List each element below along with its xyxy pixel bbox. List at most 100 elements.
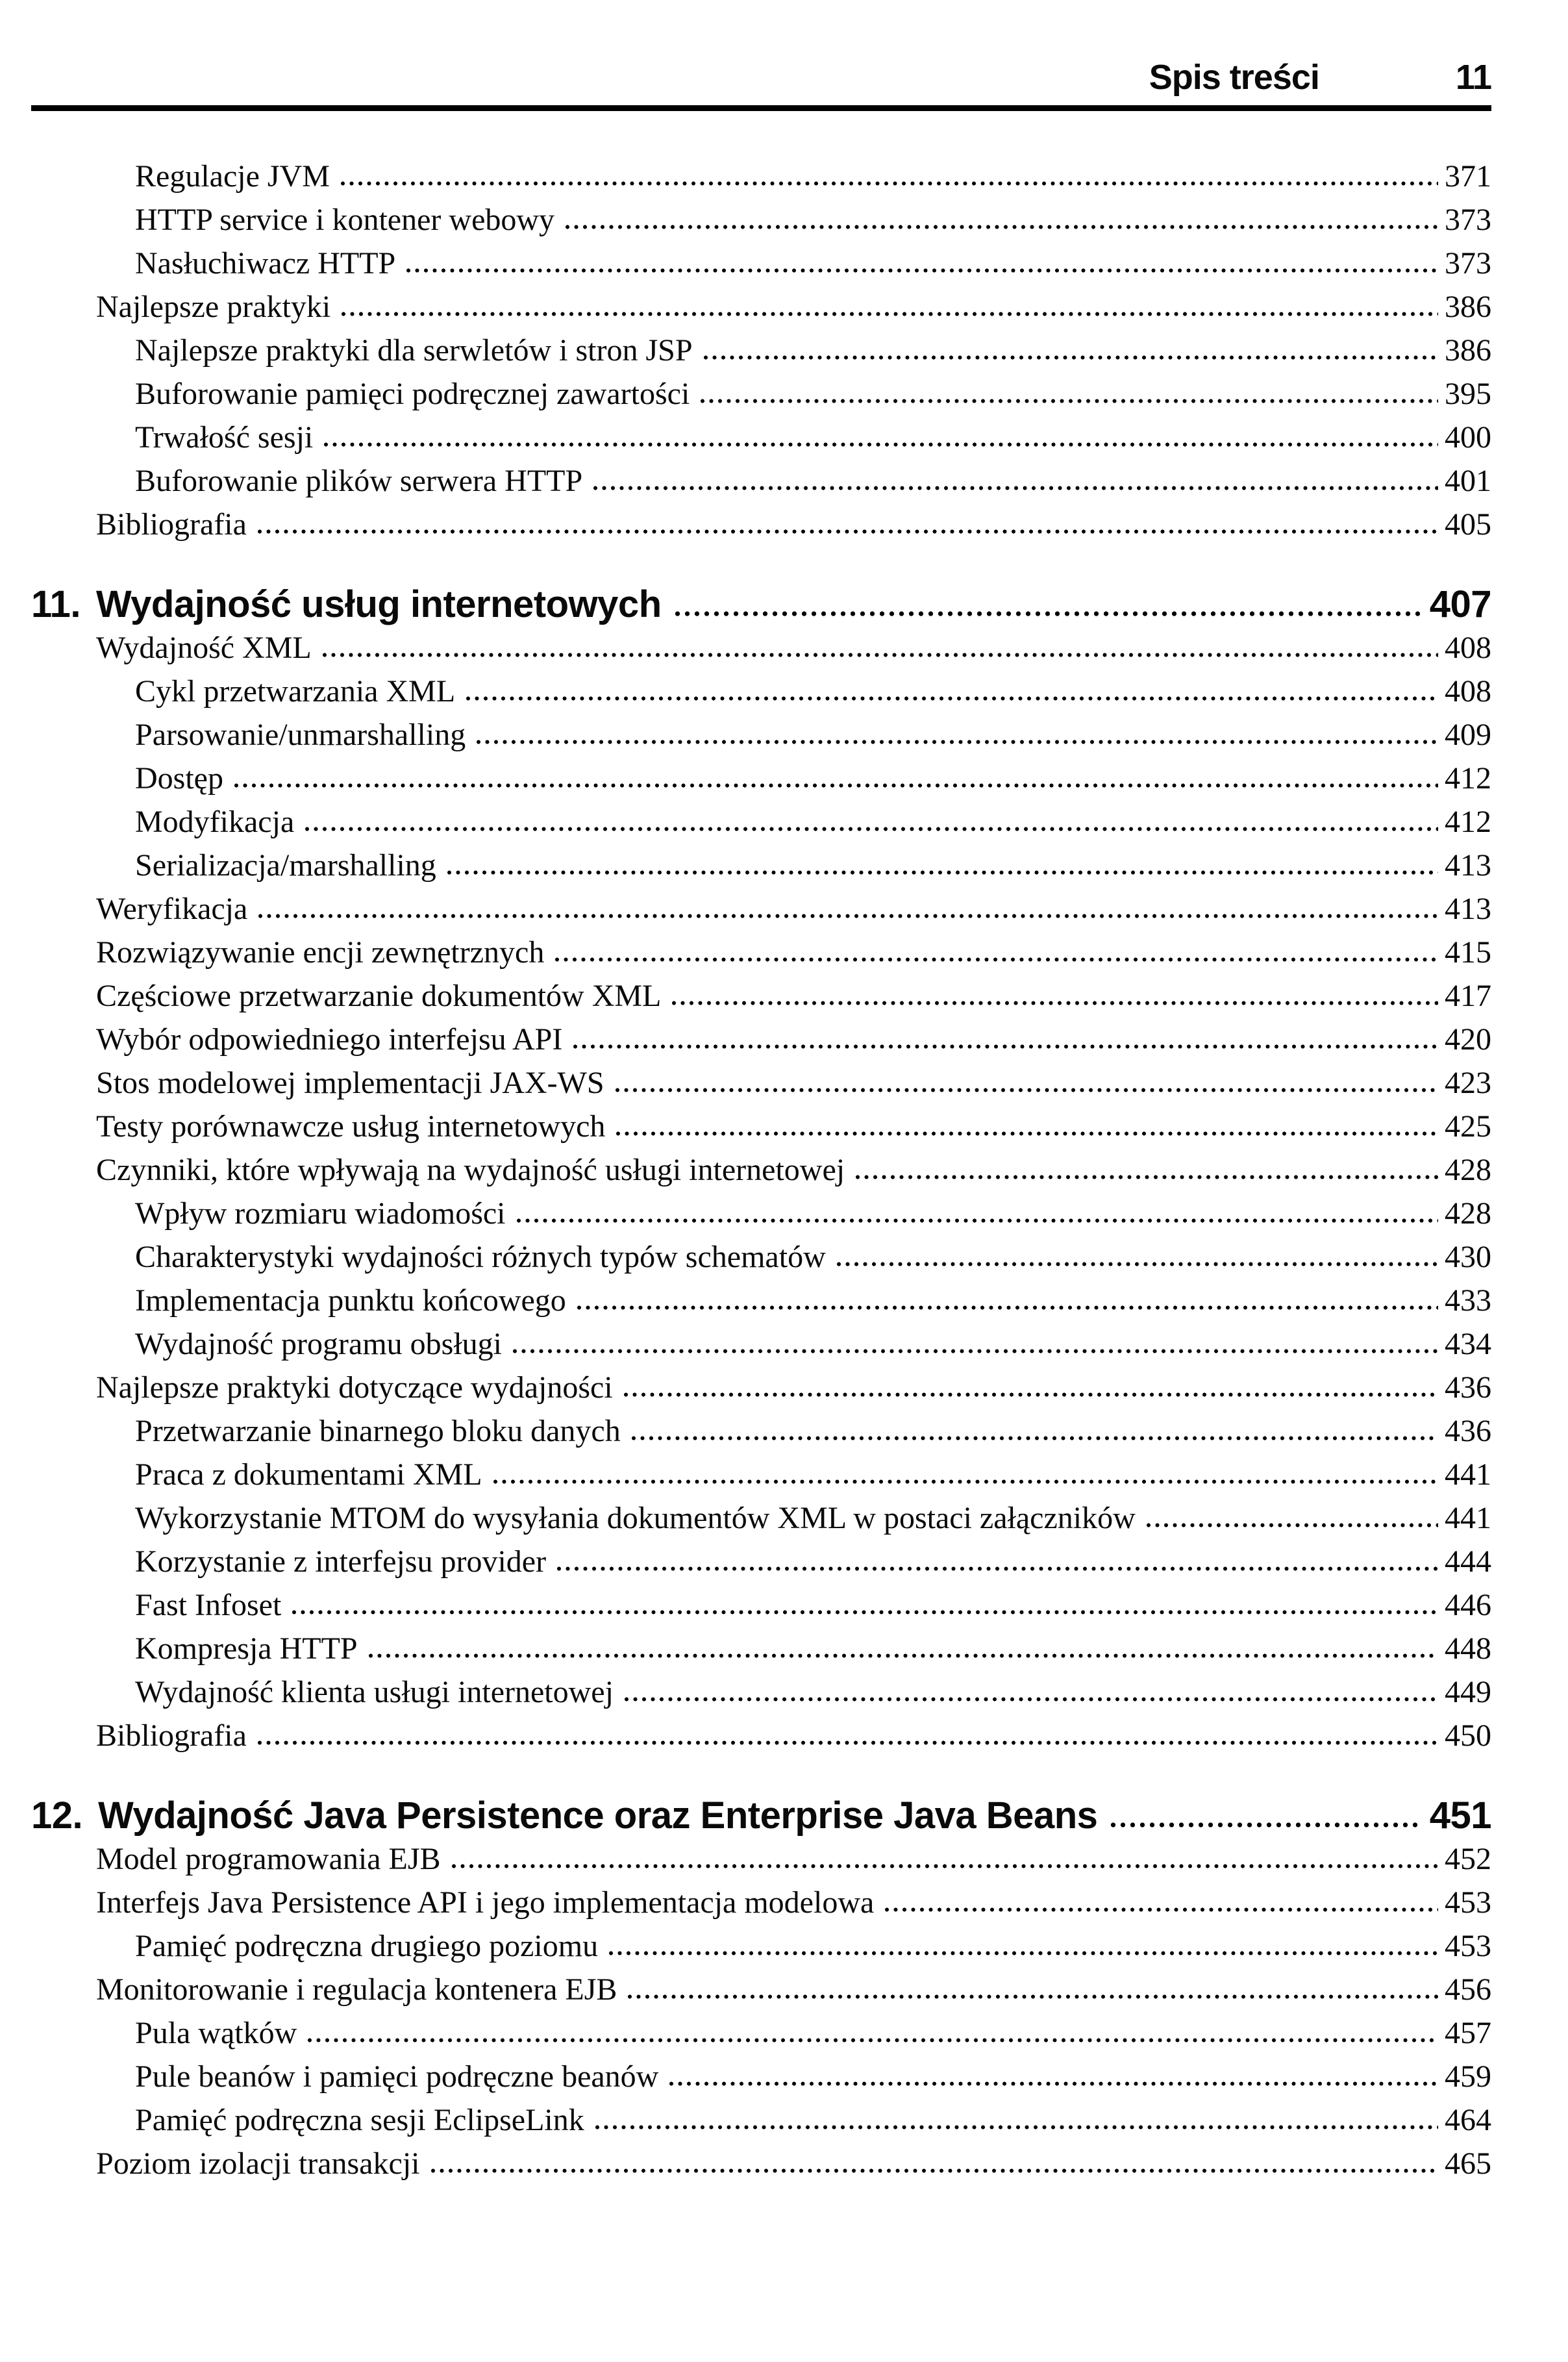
toc-entry-label: Rozwiązywanie encji zewnętrznych [96, 935, 545, 970]
toc-entry-label: Interfejs Java Persistence API i jego im… [96, 1885, 875, 1920]
toc-entry-label: Stos modelowej implementacji JAX-WS [96, 1066, 604, 1100]
toc-entry-label: Serializacja/marshalling [135, 848, 436, 883]
leader-dots [594, 2124, 1438, 2130]
leader-dots [466, 696, 1438, 701]
toc-entry-label: Modyfikacja [135, 805, 295, 839]
toc-entry-page: 428 [1445, 1196, 1491, 1231]
leader-dots [630, 1435, 1438, 1441]
toc-entry-page: 436 [1445, 1414, 1491, 1448]
leader-dots [565, 224, 1438, 230]
page-title: Spis treści [1149, 58, 1320, 97]
leader-dots [451, 1863, 1438, 1869]
header-page-number: 11 [1455, 58, 1492, 97]
toc-entry-label: Nasłuchiwacz HTTP [135, 246, 396, 281]
toc-entry-page: 386 [1445, 333, 1491, 368]
toc-entry-page: 405 [1445, 507, 1491, 542]
toc-entry-page: 409 [1445, 718, 1491, 752]
toc-entry-page: 373 [1445, 203, 1491, 237]
toc-entry-row: Trwałość sesji 400 [31, 416, 1491, 459]
leader-dots [307, 2037, 1438, 2043]
toc-entry-page: 446 [1445, 1588, 1491, 1622]
toc-entry-row: Wydajność XML 408 [31, 626, 1491, 670]
toc-entry-row: Wydajność klienta usługi internetowej 449 [31, 1670, 1491, 1714]
leader-dots [305, 826, 1438, 832]
toc-entry-row: Poziom izolacji transakcji 465 [31, 2142, 1491, 2185]
toc-entry-label: Buforowanie pamięci podręcznej zawartośc… [135, 377, 690, 411]
toc-entry-page: 415 [1445, 935, 1491, 970]
leader-dots [573, 1044, 1438, 1049]
toc-entry-page: 428 [1445, 1153, 1491, 1187]
leader-dots [1145, 1522, 1438, 1528]
toc-entry-label: Czynniki, które wpływają na wydajność us… [96, 1153, 845, 1187]
toc-entry-row: Stos modelowej implementacji JAX-WS 423 [31, 1061, 1491, 1105]
toc-entry-row: Fast Infoset 446 [31, 1583, 1491, 1627]
toc-entry-page: 459 [1445, 2059, 1491, 2094]
toc-entry-row: HTTP service i kontener webowy 373 [31, 198, 1491, 242]
toc-entry-label: Weryfikacja [96, 892, 248, 926]
toc-entry-page: 395 [1445, 377, 1491, 411]
toc-entry-row: Buforowanie pamięci podręcznej zawartośc… [31, 372, 1491, 416]
toc-entry-page: 423 [1445, 1066, 1491, 1100]
toc-entry-label: Bibliografia [96, 1718, 247, 1753]
leader-dots [576, 1305, 1438, 1311]
leader-dots [512, 1348, 1438, 1354]
toc-entry-row: Bibliografia 405 [31, 503, 1491, 546]
toc-entry-label: Pule beanów i pamięci podręczne beanów [135, 2059, 659, 2094]
chapter-number: 11. [31, 583, 81, 625]
toc-entry-row: Kompresja HTTP 448 [31, 1627, 1491, 1670]
toc-entry-label: Model programowania EJB [96, 1842, 441, 1876]
toc-entry-page: 373 [1445, 246, 1491, 281]
toc-entry-page: 420 [1445, 1022, 1491, 1057]
leader-dots [674, 610, 1421, 617]
toc-entry-page: 430 [1445, 1240, 1491, 1274]
toc-entry-label: Charakterystyki wydajności różnych typów… [135, 1240, 826, 1274]
toc-entry-page: 412 [1445, 805, 1491, 839]
toc-entry-row: Buforowanie plików serwera HTTP 401 [31, 459, 1491, 503]
leader-dots [614, 1087, 1438, 1093]
toc-entry-label: Wydajność Java Persistence oraz Enterpri… [98, 1794, 1098, 1837]
toc-entry-row: Najlepsze praktyki 386 [31, 285, 1491, 329]
toc-entry-page: 408 [1445, 631, 1491, 665]
toc-entry-label: Wpływ rozmiaru wiadomości [135, 1196, 506, 1231]
leader-dots [492, 1479, 1438, 1485]
toc-entry-row: Pamięć podręczna drugiego poziomu 453 [31, 1924, 1491, 1968]
toc-entry-row: Pamięć podręczna sesji EclipseLink 464 [31, 2098, 1491, 2142]
leader-dots [700, 398, 1438, 404]
toc-entry-label: Fast Infoset [135, 1588, 282, 1622]
toc-entry-page: 441 [1445, 1501, 1491, 1535]
toc-entry-row: Interfejs Java Persistence API i jego im… [31, 1881, 1491, 1924]
toc-entry-page: 448 [1445, 1631, 1491, 1666]
toc-entry-row: Czynniki, które wpływają na wydajność us… [31, 1148, 1491, 1192]
toc-entry-row: Wpływ rozmiaru wiadomości 428 [31, 1192, 1491, 1235]
leader-dots [341, 311, 1438, 317]
toc-entry-label: Parsowanie/unmarshalling [135, 718, 466, 752]
toc-entry-label: Wydajność XML [96, 631, 312, 665]
leader-dots [1110, 1822, 1421, 1828]
toc-entry-row: Dostęp 412 [31, 757, 1491, 800]
leader-dots [627, 1994, 1438, 2000]
toc-entry-label: Praca z dokumentami XML [135, 1457, 482, 1492]
toc-entry-label: Wydajność usług internetowych [95, 583, 662, 625]
leader-dots [516, 1218, 1438, 1224]
toc-entry-label: Testy porównawcze usług internetowych [96, 1109, 606, 1144]
toc-entry-row: Rozwiązywanie encji zewnętrznych 415 [31, 931, 1491, 974]
leader-dots [669, 2081, 1438, 2087]
toc-entry-row: Najlepsze praktyki dla serwletów i stron… [31, 329, 1491, 372]
toc-entry-row: Wykorzystanie MTOM do wysyłania dokument… [31, 1496, 1491, 1540]
toc-entry-label: Wydajność klienta usługi internetowej [135, 1675, 614, 1709]
chapter-number: 12. [31, 1794, 83, 1837]
toc-entry-page: 434 [1445, 1327, 1491, 1361]
toc-entry-label: Dostęp [135, 761, 223, 796]
toc-entry-label: Najlepsze praktyki dla serwletów i stron… [135, 333, 693, 368]
leader-dots [256, 1740, 1438, 1746]
toc-entry-page: 413 [1445, 848, 1491, 883]
toc-entry-row: Nasłuchiwacz HTTP 373 [31, 242, 1491, 285]
leader-dots [321, 652, 1438, 658]
toc-entry-page: 452 [1445, 1842, 1491, 1876]
toc-entry-row: Monitorowanie i regulacja kontenera EJB 4… [31, 1968, 1491, 2011]
toc-entry-label: Wybór odpowiedniego interfejsu API [96, 1022, 563, 1057]
toc-entry-label: Regulacje JVM [135, 159, 330, 194]
toc-entry-row: Cykl przetwarzania XML 408 [31, 670, 1491, 713]
toc-entry-row: Najlepsze praktyki dotyczące wydajności 4… [31, 1366, 1491, 1409]
toc-entry-row: Serializacja/marshalling 413 [31, 844, 1491, 887]
